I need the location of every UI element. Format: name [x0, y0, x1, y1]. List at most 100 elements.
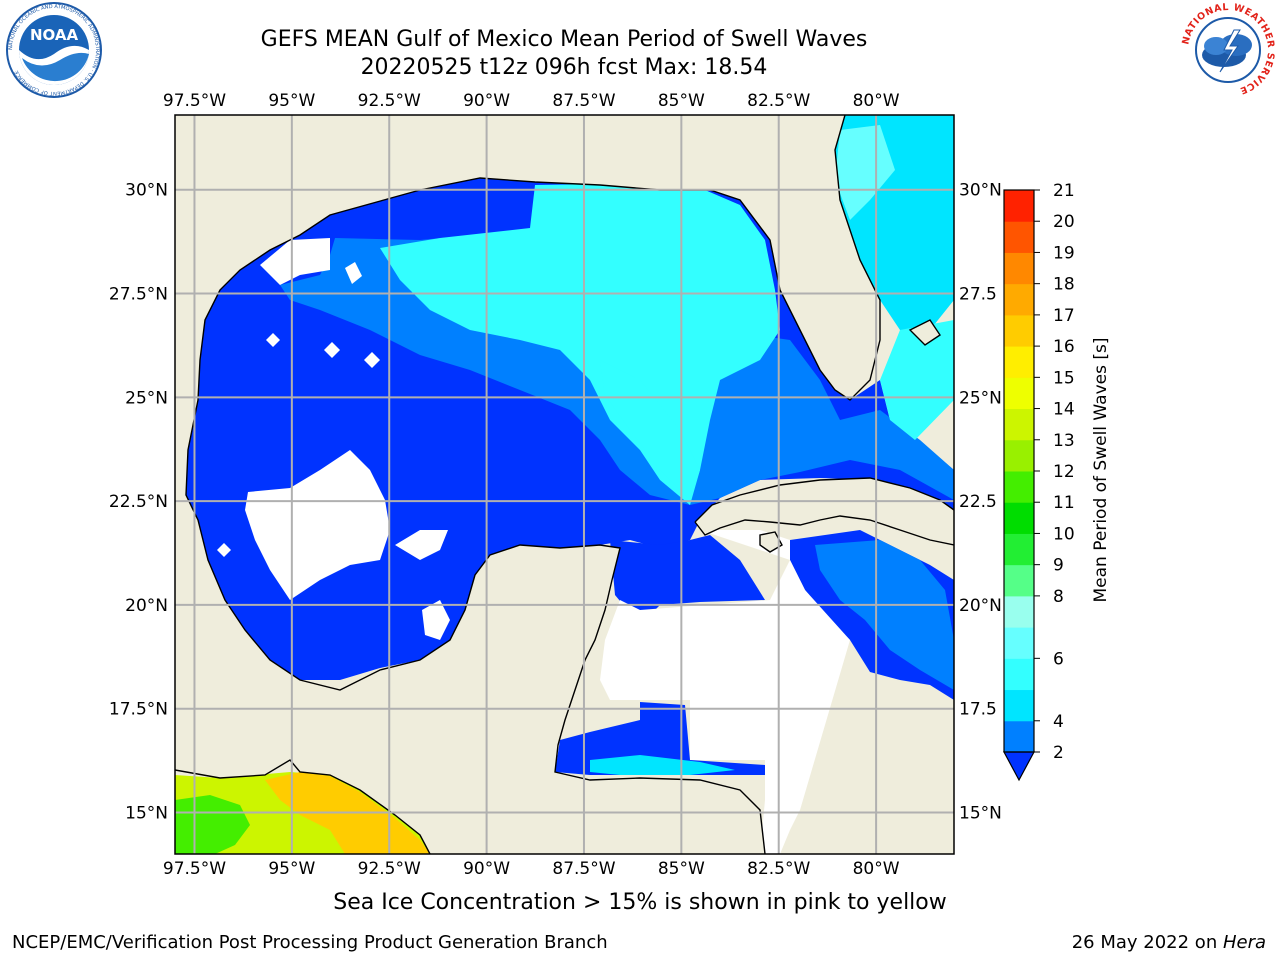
colorbar-tick-label: 18	[1053, 275, 1075, 295]
y-ticks-left: 30°N 27.5°N 25°N 22.5°N 20°N 17.5°N 15°N	[109, 181, 168, 824]
x-tick-label-bottom: 95°W	[268, 859, 315, 879]
x-tick-label-bottom: 87.5°W	[552, 859, 615, 879]
colorbar-segment	[1004, 658, 1034, 691]
colorbar-segment	[1004, 314, 1034, 347]
y-tick-label-right: 30°N	[959, 181, 1002, 201]
missing-data-coast	[260, 238, 330, 285]
colorbar-segment	[1004, 283, 1034, 316]
map-area	[175, 115, 954, 854]
x-tick-label-bottom: 85°W	[658, 859, 705, 879]
land-isle-of-youth	[760, 532, 782, 552]
missing-data-dot-3	[364, 352, 380, 368]
x-tick-label-top: 97.5°W	[163, 91, 226, 111]
y-tick-label-left: 22.5°N	[109, 492, 168, 512]
gulf-field-cyan	[380, 184, 780, 505]
colorbar-segment	[1004, 221, 1034, 253]
colorbar-segment	[1004, 564, 1034, 597]
machine-name: Hera	[1222, 932, 1266, 953]
colorbar: 21 20 19 18 17 16 15 14 13 12 11 10 9 8 6 4 2	[1002, 181, 1075, 782]
colorbar-segment	[1004, 720, 1034, 753]
y-tick-label-left: 30°N	[125, 181, 168, 201]
colorbar-tick-label: 15	[1053, 368, 1075, 388]
colorbar-tick-label: 21	[1053, 181, 1075, 201]
land-cuba	[695, 478, 954, 545]
y-tick-label-right: 25°N	[959, 388, 1002, 408]
x-tick-label-bottom: 92.5°W	[358, 859, 421, 879]
missing-data-dot-5	[422, 600, 450, 640]
x-tick-label-top: 92.5°W	[358, 91, 421, 111]
x-tick-label-top: 95°W	[268, 91, 315, 111]
colorbar-tick-label: 13	[1053, 431, 1075, 451]
colorbar-tick-label: 12	[1053, 462, 1075, 482]
colorbar-segment	[1004, 190, 1034, 222]
y-tick-label-right: 17.5	[959, 700, 997, 720]
missing-data-dot-1	[266, 333, 280, 347]
x-tick-label-top: 87.5°W	[552, 91, 615, 111]
land-mexico	[175, 495, 300, 778]
chart-title: GEFS MEAN Gulf of Mexico Mean Period of …	[260, 27, 868, 52]
colorbar-segment	[1004, 533, 1034, 566]
map-frame	[174, 114, 955, 855]
y-tick-label-left: 25°N	[125, 388, 168, 408]
atlantic-field-lower	[880, 320, 954, 440]
y-tick-label-right: 20°N	[959, 596, 1002, 616]
colorbar-segment	[1004, 471, 1034, 503]
colorbar-segment	[1004, 346, 1034, 378]
x-tick-label-bottom: 82.5°W	[747, 859, 810, 879]
credit-line: NCEP/EMC/Verification Post Processing Pr…	[12, 932, 608, 953]
x-tick-label-top: 90°W	[463, 91, 510, 111]
colorbar-tick-label: 9	[1053, 556, 1064, 576]
caribbean-field-south-mid	[590, 755, 735, 775]
footnote: Sea Ice Concentration > 15% is shown in …	[0, 890, 1280, 915]
colorbar-segment	[1004, 377, 1034, 410]
gulf-field-light	[600, 360, 700, 500]
atlantic-field-light	[835, 125, 895, 220]
x-tick-label-bottom: 90°W	[463, 859, 510, 879]
noaa-logo-text: NOAA	[30, 26, 79, 44]
footnote-text: Sea Ice Concentration > 15% is shown in …	[333, 890, 947, 915]
colorbar-tick-label: 8	[1053, 587, 1064, 607]
colorbar-tick-label: 16	[1053, 337, 1075, 357]
missing-data-caribbean-west	[600, 600, 640, 700]
missing-data-south-cuba	[640, 530, 850, 854]
x-ticks-bottom: 97.5°W 95°W 92.5°W 90°W 87.5°W 85°W 82.5°W 80°W	[163, 859, 900, 879]
gridlines	[175, 115, 954, 854]
missing-data-north	[345, 262, 362, 284]
colorbar-segment	[1004, 689, 1034, 722]
colorbar-tick-label: 19	[1053, 243, 1075, 263]
colorbar-extend-min	[1002, 751, 1036, 782]
colorbar-segment	[1004, 502, 1034, 534]
y-tick-label-right: 15°N	[959, 803, 1002, 823]
y-ticks-right: 30°N 27.5 25°N 22.5 20°N 17.5 15°N	[959, 181, 1002, 824]
colorbar-label: Mean Period of Swell Waves [s]	[1091, 338, 1111, 603]
date-line: 26 May 2022 on Hera	[1072, 932, 1266, 953]
colorbar-tick-label: 2	[1053, 743, 1064, 763]
colorbar-tick-label: 20	[1053, 212, 1075, 232]
y-tick-label-left: 17.5°N	[109, 700, 168, 720]
missing-data-west-2	[395, 530, 448, 560]
chart-subtitle: 20220525 t12z 096h fcst Max: 18.54	[360, 55, 768, 80]
colorbar-tick-label: 4	[1053, 712, 1064, 732]
colorbar-tick-label: 10	[1053, 524, 1075, 544]
noaa-logo: NOAA NATIONAL OCEANIC AND ATMOSPHERIC AD…	[6, 2, 102, 98]
y-tick-label-left: 20°N	[125, 596, 168, 616]
x-ticks-top: 97.5°W 95°W 92.5°W 90°W 87.5°W 85°W 82.5°W 80°W	[163, 91, 900, 111]
nws-logo: NATIONAL WEATHER SERVICE	[1180, 2, 1275, 96]
x-tick-label-top: 80°W	[853, 91, 900, 111]
missing-data-dot-4	[217, 543, 231, 557]
caribbean-field-east-mid	[815, 540, 954, 690]
x-tick-label-top: 85°W	[658, 91, 705, 111]
missing-data-west	[245, 450, 390, 600]
caribbean-field	[610, 535, 765, 625]
land-yucatan	[280, 545, 765, 854]
colorbar-segment	[1004, 408, 1034, 441]
colorbar-tick-label: 6	[1053, 649, 1064, 669]
y-tick-label-right: 27.5	[959, 285, 997, 305]
missing-data-dot-2	[324, 342, 340, 358]
x-tick-label-bottom: 97.5°W	[163, 859, 226, 879]
colorbar-segment	[1004, 595, 1034, 628]
y-tick-label-left: 27.5°N	[109, 285, 168, 305]
colorbar-tick-label: 14	[1053, 400, 1075, 420]
x-tick-label-top: 82.5°W	[747, 91, 810, 111]
